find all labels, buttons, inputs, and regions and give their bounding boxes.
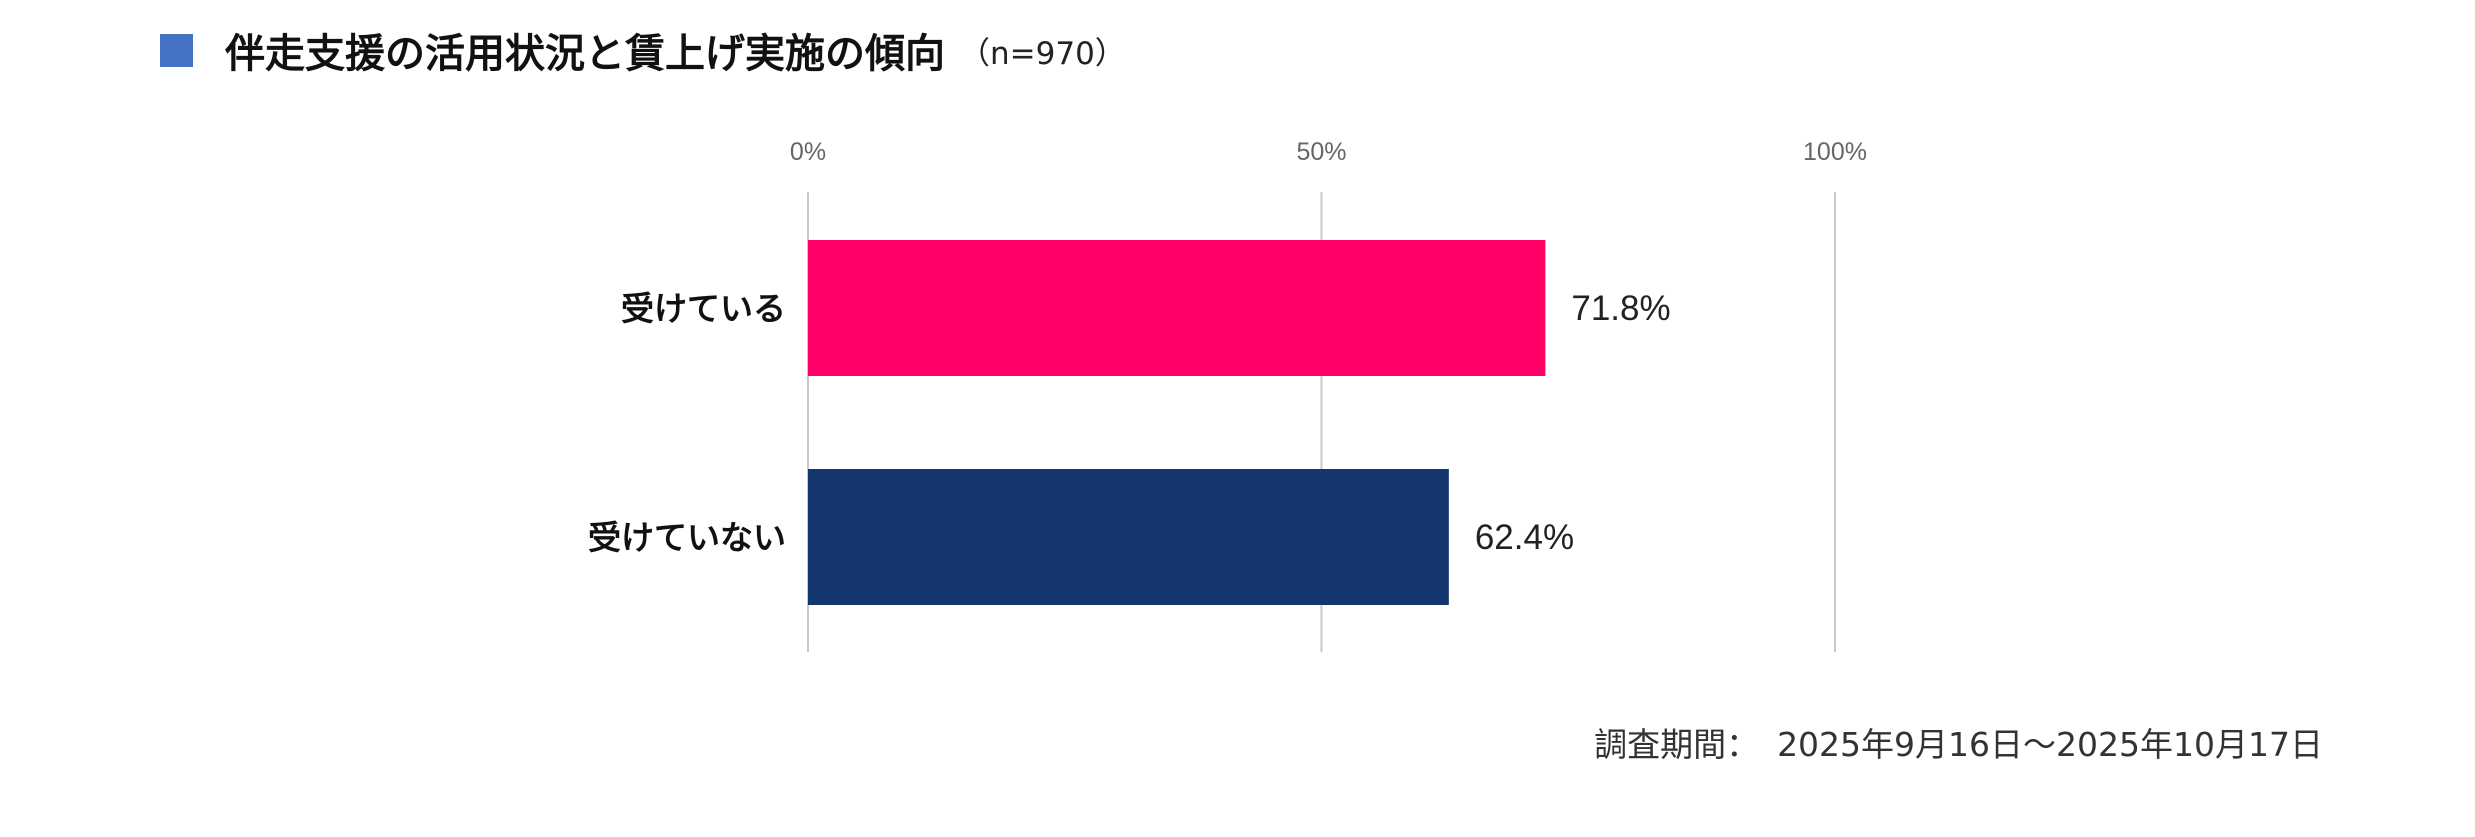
value-label-2: 62.4% <box>1475 518 1574 557</box>
value-label-1: 71.8% <box>1571 289 1670 328</box>
x-tick-label-100: 100% <box>1803 138 1867 166</box>
chart-title: 伴走支援の活用状況と賃上げ実施の傾向 <box>225 31 945 77</box>
x-tick-label-0: 0% <box>790 138 826 166</box>
survey-period-value: 2025年9月16日～2025年10月17日 <box>1777 725 2323 764</box>
sample-size-note: （n=970） <box>959 35 1126 72</box>
title-marker-square <box>160 33 193 67</box>
x-tick-label-50: 50% <box>1296 138 1346 166</box>
survey-period-label: 調査期間： <box>1594 725 1760 764</box>
chart-title-row: 伴走支援の活用状況と賃上げ実施の傾向 （n=970） <box>160 20 1126 80</box>
category-label-1: 受けている <box>621 289 786 328</box>
category-label-2: 受けていない <box>588 518 786 557</box>
survey-period: 調査期間： 2025年9月16日～2025年10月17日 <box>1594 720 2323 764</box>
bar-1 <box>808 240 1546 376</box>
bar-2 <box>808 469 1449 605</box>
